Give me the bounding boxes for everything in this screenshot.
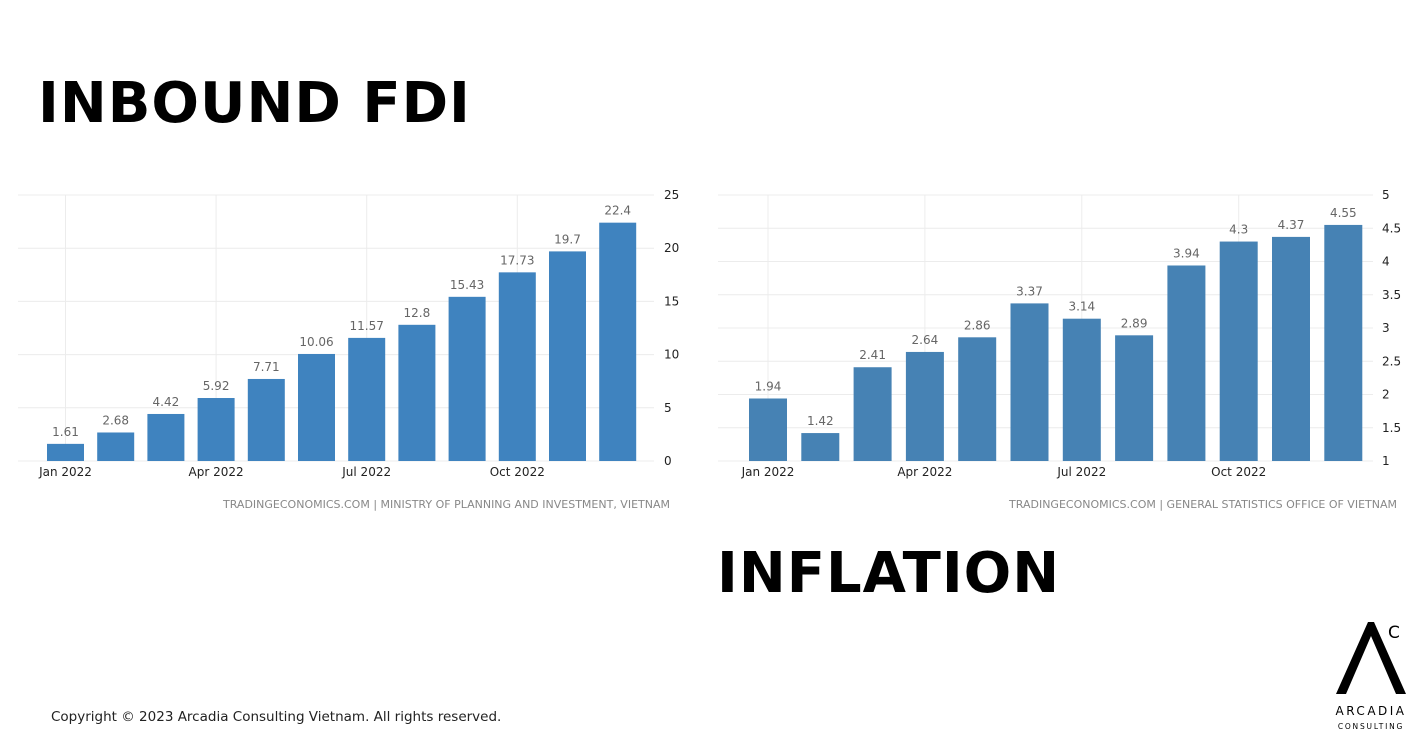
chart0-data-label: 15.43 xyxy=(450,278,484,292)
chart0-bar xyxy=(197,398,235,461)
inbound-fdi-heading: INBOUND FDI xyxy=(38,71,471,136)
chart1-x-tick-label: Jan 2022 xyxy=(741,465,795,479)
chart0-bar xyxy=(147,413,185,461)
chart1-data-label: 1.94 xyxy=(755,379,782,393)
fdi-bar-chart: 0 5 10 15 20 25 Jan 2022 Apr 2022 Jul 2022 Oct 20… xyxy=(18,188,679,511)
chart0-y-tick-label: 25 xyxy=(664,188,679,202)
chart1-y-tick-label: 3.5 xyxy=(1382,288,1401,302)
chart0-bar xyxy=(448,296,486,461)
logo-wordmark: ARCADIA xyxy=(1335,704,1406,718)
chart1-x-tick-label: Apr 2022 xyxy=(897,465,952,479)
chart0-x-tick-label: Apr 2022 xyxy=(189,465,244,479)
chart0-y-tick-label: 20 xyxy=(664,241,679,255)
chart0-bar xyxy=(97,432,135,461)
chart0-data-label: 5.92 xyxy=(203,379,230,393)
chart0-y-tick-label: 0 xyxy=(664,454,672,468)
chart1-bar xyxy=(905,351,944,461)
chart1-y-tick-label: 3 xyxy=(1382,321,1390,335)
chart1-bar xyxy=(1010,303,1049,461)
chart1-y-tick-label: 1 xyxy=(1382,454,1390,468)
inflation-heading: INFLATION xyxy=(717,541,1061,606)
logo-subtitle: CONSULTING xyxy=(1338,722,1404,731)
chart0-x-tick-label: Jan 2022 xyxy=(38,465,92,479)
logo-a-mark-icon xyxy=(1336,622,1406,694)
chart1-x-tick-label: Oct 2022 xyxy=(1211,465,1266,479)
chart0-data-label: 19.7 xyxy=(554,232,581,246)
logo-c-mark: C xyxy=(1388,623,1400,643)
chart0-data-label: 22.4 xyxy=(604,204,631,218)
chart1-bar xyxy=(1272,236,1310,461)
chart1-bar xyxy=(853,367,892,461)
chart1-bar xyxy=(1167,265,1206,461)
chart1-y-tick-label: 2.5 xyxy=(1382,354,1401,368)
chart0-y-tick-label: 5 xyxy=(664,401,672,415)
chart1-bar xyxy=(1062,318,1101,461)
chart1-bar xyxy=(1219,241,1258,461)
chart0-data-label: 1.61 xyxy=(52,425,79,439)
chart1-data-label: 2.41 xyxy=(859,348,886,362)
chart0-x-tick-label: Jul 2022 xyxy=(341,465,391,479)
chart1-data-label: 2.86 xyxy=(964,318,991,332)
chart1-y-tick-label: 1.5 xyxy=(1382,421,1401,435)
chart0-data-label: 11.57 xyxy=(350,319,384,333)
chart1-data-label: 3.94 xyxy=(1173,246,1200,260)
chart1-data-label: 4.37 xyxy=(1278,218,1305,232)
chart1-data-label: 3.37 xyxy=(1016,284,1043,298)
chart1-bar xyxy=(958,337,997,461)
chart1-y-tick-label: 4.5 xyxy=(1382,221,1401,235)
copyright-notice: Copyright © 2023 Arcadia Consulting Viet… xyxy=(51,709,502,725)
chart1-data-label: 2.89 xyxy=(1121,316,1148,330)
chart0-x-tick-label: Oct 2022 xyxy=(490,465,545,479)
chart0-bar xyxy=(398,324,436,461)
chart1-bar xyxy=(1115,335,1154,461)
chart1-y-tick-label: 4 xyxy=(1382,255,1390,269)
chart0-source-text: TRADINGECONOMICS.COM | MINISTRY OF PLANN… xyxy=(222,498,670,511)
chart0-bar xyxy=(47,443,84,461)
chart0-data-label: 4.42 xyxy=(153,395,180,409)
chart1-source-text: TRADINGECONOMICS.COM | GENERAL STATISTIC… xyxy=(1008,498,1397,511)
chart0-y-tick-label: 15 xyxy=(664,294,679,308)
chart1-y-tick-label: 2 xyxy=(1382,388,1390,402)
chart1-bar xyxy=(749,398,787,461)
chart0-bar xyxy=(599,222,637,461)
chart0-data-label: 12.8 xyxy=(404,306,431,320)
chart1-data-label: 3.14 xyxy=(1068,300,1095,314)
chart1-data-label: 4.3 xyxy=(1229,223,1248,237)
chart1-bar xyxy=(1324,224,1363,461)
chart0-bar xyxy=(549,251,586,461)
chart0-bar xyxy=(348,337,386,461)
chart1-data-label: 2.64 xyxy=(912,333,939,347)
chart0-bar xyxy=(298,353,335,461)
chart1-data-label: 4.55 xyxy=(1330,206,1357,220)
chart0-data-label: 7.71 xyxy=(253,360,280,374)
chart1-x-tick-label: Jul 2022 xyxy=(1056,465,1106,479)
chart0-data-label: 17.73 xyxy=(500,253,534,267)
arcadia-logo: C ARCADIA CONSULTING xyxy=(1335,622,1406,731)
chart1-y-tick-label: 5 xyxy=(1382,188,1390,202)
chart0-y-tick-label: 10 xyxy=(664,348,679,362)
chart0-data-label: 10.06 xyxy=(299,335,333,349)
chart1-data-label: 1.42 xyxy=(807,414,834,428)
chart0-bar xyxy=(247,378,285,461)
chart0-bar xyxy=(498,272,536,461)
chart1-bar xyxy=(801,433,840,461)
chart0-data-label: 2.68 xyxy=(102,413,129,427)
